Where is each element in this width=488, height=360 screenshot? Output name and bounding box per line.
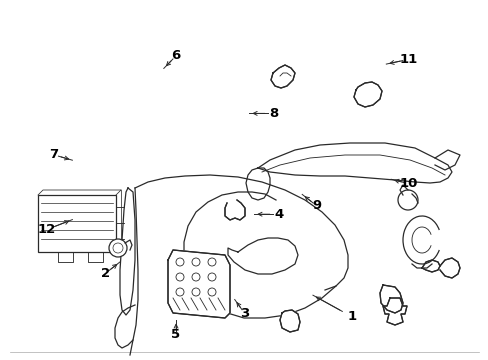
Polygon shape	[411, 264, 431, 270]
Polygon shape	[439, 258, 459, 278]
Text: 6: 6	[171, 49, 180, 62]
Circle shape	[192, 273, 200, 281]
Polygon shape	[168, 250, 229, 318]
Text: 8: 8	[269, 107, 278, 120]
Text: 11: 11	[398, 53, 417, 66]
Polygon shape	[382, 298, 406, 325]
Circle shape	[113, 243, 123, 253]
Polygon shape	[224, 200, 244, 220]
Polygon shape	[421, 260, 439, 272]
Circle shape	[192, 258, 200, 266]
Circle shape	[207, 258, 216, 266]
Bar	[38, 195, 116, 252]
Circle shape	[176, 288, 183, 296]
Polygon shape	[280, 310, 299, 332]
Text: 1: 1	[347, 310, 356, 323]
Text: 4: 4	[274, 208, 283, 221]
Circle shape	[207, 273, 216, 281]
Circle shape	[176, 273, 183, 281]
Text: 3: 3	[240, 307, 248, 320]
Circle shape	[109, 239, 127, 257]
Circle shape	[176, 258, 183, 266]
Circle shape	[397, 190, 417, 210]
Text: 7: 7	[49, 148, 58, 161]
Circle shape	[192, 288, 200, 296]
Text: 10: 10	[398, 177, 417, 190]
Text: 12: 12	[37, 223, 56, 236]
Polygon shape	[379, 285, 402, 313]
Polygon shape	[270, 65, 294, 88]
Polygon shape	[353, 82, 381, 107]
Text: 9: 9	[312, 199, 321, 212]
Text: 2: 2	[101, 267, 109, 280]
Text: 5: 5	[171, 328, 180, 341]
Circle shape	[207, 288, 216, 296]
